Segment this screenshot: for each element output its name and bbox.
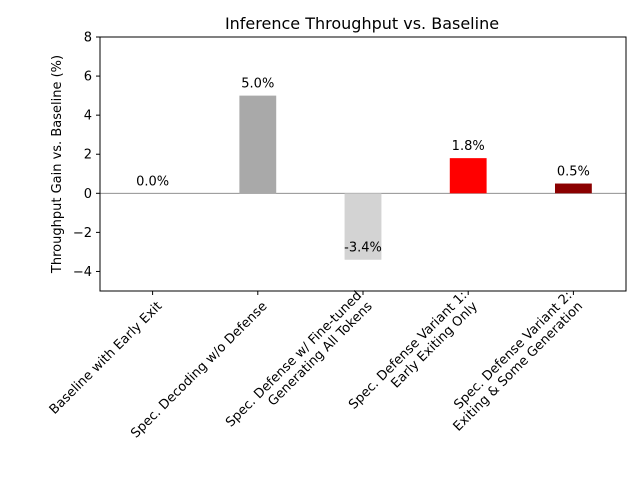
bar (449, 158, 487, 194)
y-tick-label: 4 (84, 109, 92, 124)
y-tick-label: −2 (73, 226, 92, 241)
y-tick-label: 6 (84, 70, 92, 85)
bars-layer (239, 95, 592, 260)
data-label: 5.0% (241, 77, 274, 92)
y-tick-label: 2 (84, 148, 92, 163)
bar (239, 95, 277, 194)
data-label: 1.8% (452, 139, 485, 154)
y-tick-label: −4 (73, 265, 92, 280)
y-axis-label: Throughput Gain vs. Baseline (%) (50, 55, 65, 274)
y-tick-label: 8 (84, 31, 92, 46)
y-ticks-layer: −4 −2 0 2 4 6 8 (73, 31, 100, 280)
data-label: -3.4% (344, 241, 382, 256)
bar (344, 193, 382, 260)
data-label: 0.5% (557, 165, 590, 180)
data-labels-layer: 0.0% 5.0% -3.4% 1.8% 0.5% (136, 77, 590, 256)
chart-title: Inference Throughput vs. Baseline (225, 14, 499, 33)
bar (554, 183, 592, 194)
y-tick-label: 0 (84, 187, 92, 202)
data-label: 0.0% (136, 174, 169, 189)
